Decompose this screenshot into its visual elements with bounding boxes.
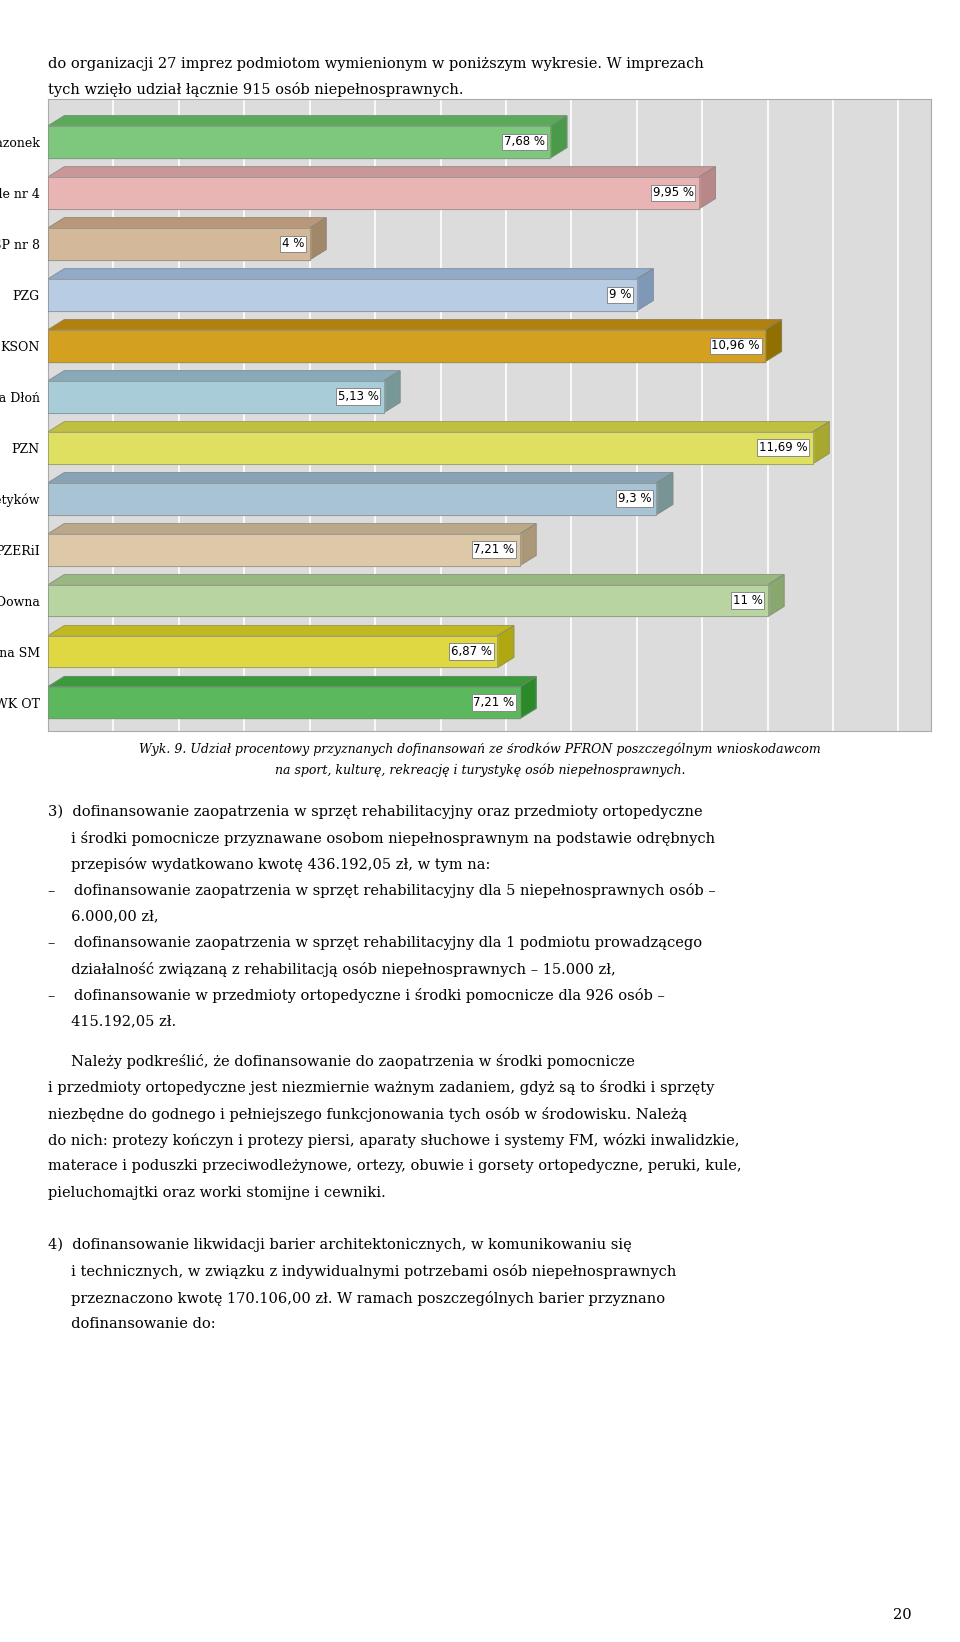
Polygon shape [813,422,829,463]
Text: niezbędne do godnego i pełniejszego funkcjonowania tych osób w środowisku. Należ: niezbędne do godnego i pełniejszego funk… [48,1107,687,1121]
Polygon shape [48,320,781,330]
Polygon shape [48,177,699,209]
Text: 10,96 %: 10,96 % [711,340,759,353]
Text: 9,3 %: 9,3 % [617,493,651,506]
Text: 9 %: 9 % [610,289,632,300]
Polygon shape [48,473,673,483]
Polygon shape [48,371,400,381]
Polygon shape [550,117,566,158]
Text: 6,87 %: 6,87 % [451,645,492,658]
Text: 7,68 %: 7,68 % [504,135,545,148]
Text: 4)  dofinansowanie likwidacji barier architektonicznych, w komunikowaniu się: 4) dofinansowanie likwidacji barier arch… [48,1238,632,1253]
Polygon shape [765,320,781,361]
Polygon shape [48,126,550,158]
Text: 415.192,05 zł.: 415.192,05 zł. [48,1015,176,1030]
Polygon shape [48,585,768,616]
Text: do organizacji 27 imprez podmiotom wymienionym w poniższym wykresie. W imprezach: do organizacji 27 imprez podmiotom wymie… [48,57,704,72]
Text: 11,69 %: 11,69 % [759,442,807,455]
Text: –    dofinansowanie zaopatrzenia w sprzęt rehabilitacyjny dla 1 podmiotu prowadz: – dofinansowanie zaopatrzenia w sprzęt r… [48,936,702,951]
Text: i technicznych, w związku z indywidualnymi potrzebami osób niepełnosprawnych: i technicznych, w związku z indywidualny… [48,1264,677,1279]
Polygon shape [48,117,566,126]
Polygon shape [384,371,400,412]
Polygon shape [519,524,536,565]
Text: Wyk. 9. Udział procentowy przyznanych dofinansowań ze środków PFRON poszczególny: Wyk. 9. Udział procentowy przyznanych do… [139,742,821,755]
Polygon shape [48,269,653,279]
Text: przeznaczono kwotę 170.106,00 zł. W ramach poszczególnych barier przyznano: przeznaczono kwotę 170.106,00 zł. W rama… [48,1291,665,1305]
Polygon shape [48,218,326,228]
Text: działalność związaną z rehabilitacją osób niepełnosprawnych – 15.000 zł,: działalność związaną z rehabilitacją osó… [48,962,615,977]
Polygon shape [636,269,653,310]
Text: 7,21 %: 7,21 % [473,696,515,709]
Polygon shape [657,473,673,514]
Polygon shape [48,167,715,177]
Text: 7,21 %: 7,21 % [473,544,515,557]
Text: i środki pomocnicze przyznawane osobom niepełnosprawnym na podstawie odrębnych: i środki pomocnicze przyznawane osobom n… [48,831,715,846]
Polygon shape [768,575,784,616]
Polygon shape [48,483,657,514]
Text: 3)  dofinansowanie zaopatrzenia w sprzęt rehabilitacyjny oraz przedmioty ortoped: 3) dofinansowanie zaopatrzenia w sprzęt … [48,805,703,819]
Text: 9,95 %: 9,95 % [653,186,694,199]
Polygon shape [310,218,326,259]
Text: na sport, kulturę, rekreację i turystykę osób niepełnosprawnych.: na sport, kulturę, rekreację i turystykę… [275,764,685,777]
Text: –    dofinansowanie zaopatrzenia w sprzęt rehabilitacyjny dla 5 niepełnosprawnyc: – dofinansowanie zaopatrzenia w sprzęt r… [48,883,716,898]
Polygon shape [48,626,514,635]
Text: dofinansowanie do:: dofinansowanie do: [48,1317,216,1332]
Polygon shape [519,677,536,719]
Polygon shape [48,534,519,565]
Polygon shape [48,432,813,463]
Polygon shape [48,228,310,259]
Polygon shape [48,575,784,585]
Polygon shape [48,677,536,686]
Text: Należy podkreślić, że dofinansowanie do zaopatrzenia w środki pomocnicze: Należy podkreślić, że dofinansowanie do … [48,1054,635,1069]
Text: 4 %: 4 % [282,238,304,250]
Text: i przedmioty ortopedyczne jest niezmiernie ważnym zadaniem, gdyż są to środki i : i przedmioty ortopedyczne jest niezmiern… [48,1080,714,1095]
Text: 11 %: 11 % [732,594,762,608]
Text: materace i poduszki przeciwodleżynowe, ortezy, obuwie i gorsety ortopedyczne, pe: materace i poduszki przeciwodleżynowe, o… [48,1159,742,1174]
Text: tych wzięło udział łącznie 915 osób niepełnosprawnych.: tych wzięło udział łącznie 915 osób niep… [48,82,464,97]
Polygon shape [48,635,497,667]
Polygon shape [48,422,829,432]
Polygon shape [48,330,765,361]
Polygon shape [699,167,715,209]
Polygon shape [48,279,636,310]
Polygon shape [497,626,514,667]
Text: 20: 20 [894,1608,912,1622]
Text: –    dofinansowanie w przedmioty ortopedyczne i środki pomocnicze dla 926 osób –: – dofinansowanie w przedmioty ortopedycz… [48,988,665,1003]
Text: 6.000,00 zł,: 6.000,00 zł, [48,910,158,924]
Text: 5,13 %: 5,13 % [338,391,378,404]
Text: do nich: protezy kończyn i protezy piersi, aparaty słuchowe i systemy FM, wózki : do nich: protezy kończyn i protezy piers… [48,1133,739,1148]
Polygon shape [48,686,519,719]
Text: przepisów wydatkowano kwotę 436.192,05 zł, w tym na:: przepisów wydatkowano kwotę 436.192,05 z… [48,857,491,872]
Text: pieluchomajtki oraz worki stomijne i cewniki.: pieluchomajtki oraz worki stomijne i cew… [48,1186,386,1200]
Polygon shape [48,524,536,534]
Polygon shape [48,381,384,412]
